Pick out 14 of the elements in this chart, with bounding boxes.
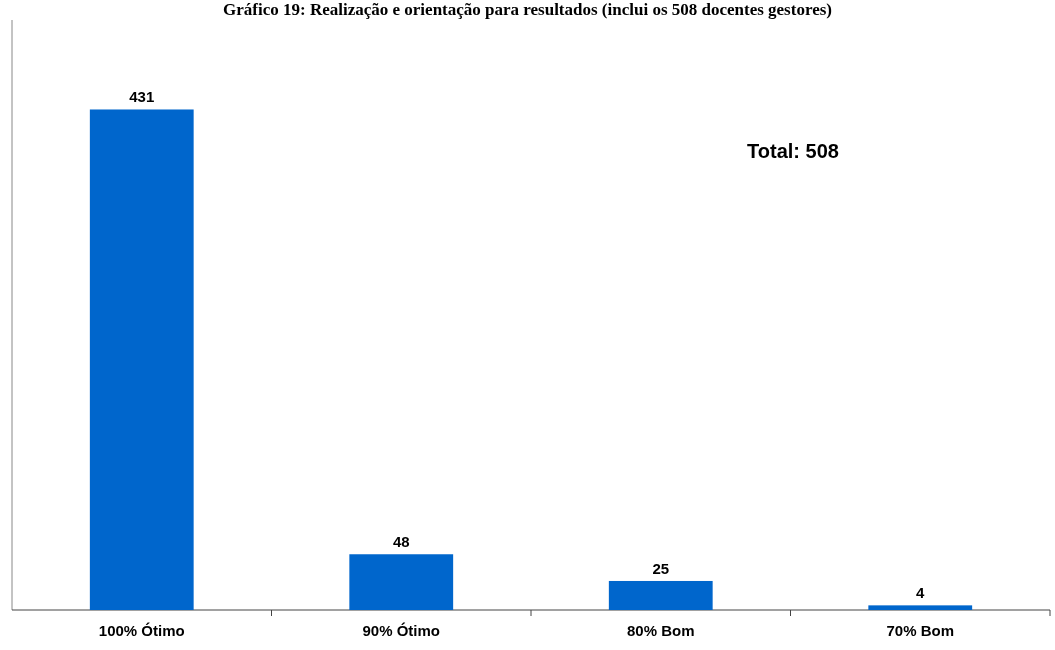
bar bbox=[349, 554, 454, 610]
x-tick-label: 100% Ótimo bbox=[98, 622, 185, 639]
bar bbox=[89, 109, 194, 610]
bar bbox=[868, 605, 973, 610]
bar bbox=[608, 580, 713, 610]
x-tick-label: 80% Bom bbox=[626, 622, 695, 639]
data-label: 48 bbox=[392, 533, 410, 551]
x-tick-label: 70% Bom bbox=[886, 622, 955, 639]
annotation: Total: 508 bbox=[747, 140, 839, 162]
chart-title: Gráfico 19: Realização e orientação para resultados (inclui os 508 docentes gestores) bbox=[223, 0, 832, 19]
x-tick-label: 90% Ótimo bbox=[362, 622, 441, 639]
data-label: 25 bbox=[652, 559, 670, 577]
data-label: 431 bbox=[129, 88, 155, 106]
data-label: 4 bbox=[916, 584, 926, 602]
